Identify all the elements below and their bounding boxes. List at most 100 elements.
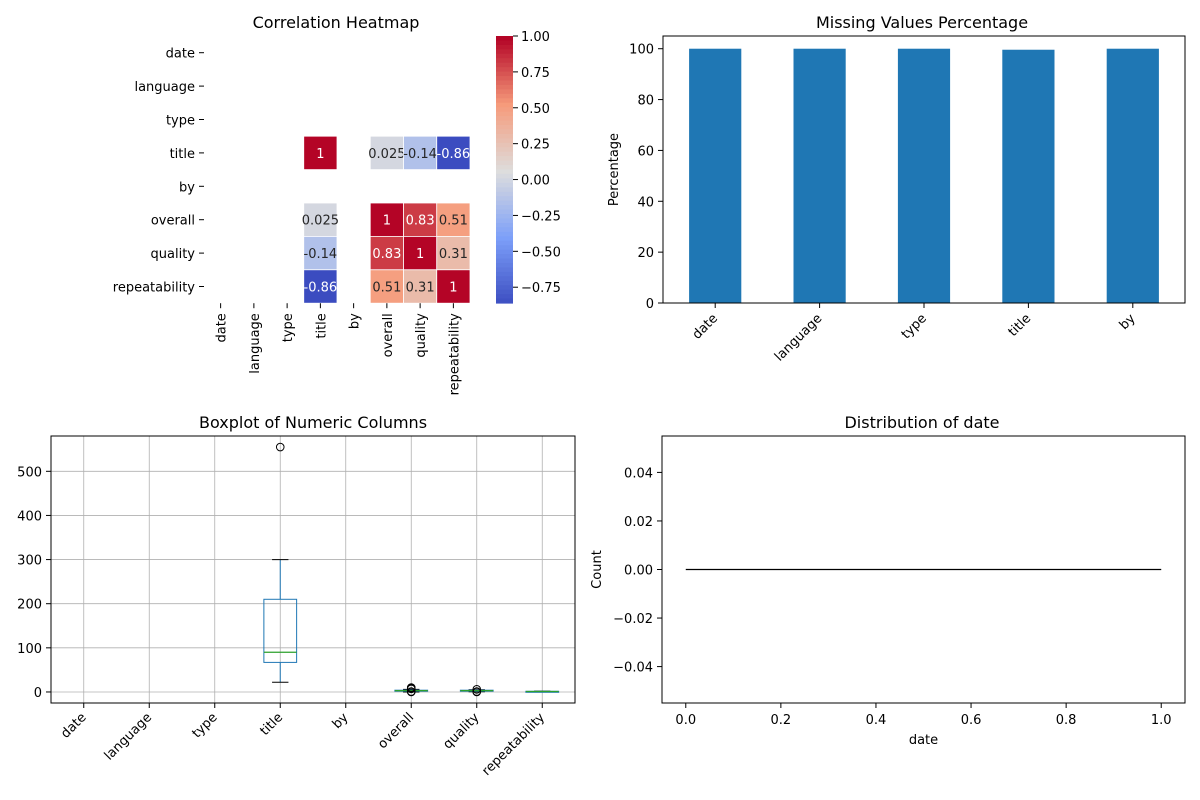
heatmap-cell <box>436 269 471 304</box>
heatmap-row-label: by <box>179 180 195 195</box>
distribution-x-label: 0.4 <box>866 713 887 728</box>
heatmap-cell-label: 0.31 <box>439 247 468 262</box>
distribution-frame <box>661 435 1186 704</box>
missing-values-bar <box>897 48 951 303</box>
missing-values-x-label: date <box>690 311 721 342</box>
distribution-title: Distribution of date <box>844 413 999 432</box>
heatmap-cell <box>436 202 471 237</box>
colorbar-segment <box>496 214 513 220</box>
boxplot-y-label: 200 <box>17 598 42 613</box>
boxplot-box <box>263 598 298 663</box>
boxplot-x-label: title <box>257 710 286 739</box>
distribution-y-label: −0.04 <box>613 661 653 676</box>
missing-values-bar <box>793 48 846 303</box>
heatmap-col-label: date <box>215 313 230 342</box>
boxplot-flier <box>472 685 482 694</box>
heatmap-cell-label: 0.51 <box>439 214 468 229</box>
heatmap-cells: 1 0.025-0.14 -0.860.025 1 0.83 0.51-0.14 0.83 1… <box>302 135 471 304</box>
heatmap-cell <box>369 269 404 304</box>
heatmap-cell-label: -0.14 <box>304 247 338 262</box>
distribution-y-label: 0.04 <box>624 466 653 481</box>
heatmap-col-label: repeatability <box>447 313 462 396</box>
missing-values-y-label: 80 <box>637 94 654 109</box>
missing-values-frame <box>662 35 1186 304</box>
colorbar-segment <box>496 182 513 188</box>
colorbar-segment <box>496 289 513 295</box>
heatmap-col-label: type <box>281 313 296 342</box>
heatmap-cell-label: -0.86 <box>437 147 471 162</box>
heatmap-row-label: date <box>166 47 195 62</box>
colorbar-segment <box>496 76 513 82</box>
missing-values-bar <box>1106 48 1159 303</box>
colorbar-segment <box>496 271 513 277</box>
boxplot-y-label: 400 <box>17 509 42 524</box>
colorbar-segment <box>496 231 513 237</box>
heatmap-cell <box>369 135 404 170</box>
colorbar-segment <box>496 36 513 42</box>
heatmap-cell <box>436 235 471 271</box>
colorbar-segment <box>496 222 513 228</box>
heatmap-cell <box>369 202 404 237</box>
heatmap-cell-label: 0.025 <box>368 147 405 162</box>
colorbar-segment <box>496 218 513 224</box>
colorbar-segment <box>496 58 513 64</box>
heatmap-cell <box>403 135 438 170</box>
colorbar-segment <box>496 249 513 255</box>
colorbar-tick-label: −0.50 <box>521 245 561 260</box>
colorbar-tick-label: −0.75 <box>521 281 561 296</box>
missing-values-bar <box>1002 49 1055 303</box>
colorbar-segment <box>496 178 513 184</box>
colorbar-segment <box>496 125 513 131</box>
colorbar-segment <box>496 89 513 95</box>
distribution-ylabel: Count <box>590 550 605 589</box>
heatmap-cell-label: 0.31 <box>406 281 435 296</box>
distribution-x-label: 0.0 <box>675 713 696 728</box>
colorbar-segment <box>496 258 513 264</box>
colorbar-segment <box>496 169 513 175</box>
heatmap-row-label: quality <box>151 247 196 262</box>
colorbar-segment <box>496 254 513 260</box>
boxplot-plot: 0 100 200 300 400 500 date language type title by o… <box>17 435 576 779</box>
distribution-y-label: 0.02 <box>624 515 653 530</box>
missing-values-title: Missing Values Percentage <box>816 13 1028 32</box>
distribution-x-label: 0.6 <box>961 713 982 728</box>
heatmap-col-label: title <box>314 313 329 338</box>
heatmap-cell <box>369 235 404 271</box>
missing-values-x-label: type <box>899 311 930 342</box>
missing-values-y-label: 20 <box>637 246 654 261</box>
heatmap-cell-label: 1 <box>316 147 324 162</box>
colorbar-tick-label: 0.50 <box>521 102 550 117</box>
colorbar-segment <box>496 40 513 46</box>
missing-values-y-label: 0 <box>646 297 654 312</box>
distribution-x-label: 0.2 <box>771 713 792 728</box>
heatmap-axes: date language type title by overall quality rep… <box>113 47 463 396</box>
heatmap-row-label: type <box>166 114 195 129</box>
colorbar-tick-label: 0.25 <box>521 138 550 153</box>
boxplot-x-label: quality <box>441 710 483 752</box>
distribution-plot: 0.0 0.2 0.4 0.6 0.8 1.0 0.04 0.02 0.00 −0.02 −0.04… <box>590 435 1186 748</box>
missing-values-y-label: 100 <box>629 43 654 58</box>
missing-values-ylabel: Percentage <box>607 133 622 206</box>
heatmap-col-label: by <box>348 313 363 329</box>
missing-values-x-label: title <box>1006 311 1035 340</box>
colorbar-segment <box>496 227 513 233</box>
boxplot-title: Boxplot of Numeric Columns <box>199 413 427 432</box>
heatmap-cell-label: 1 <box>383 214 391 229</box>
colorbar-segment <box>496 116 513 122</box>
colorbar-segment <box>496 98 513 104</box>
colorbar-segment <box>496 84 513 90</box>
colorbar-segment <box>496 173 513 179</box>
colorbar-segment <box>496 93 513 99</box>
colorbar-segment <box>496 102 513 108</box>
colorbar-segment <box>496 191 513 197</box>
colorbar-segment <box>496 133 513 139</box>
missing-values-panel: Missing Values Percentage date language ty… <box>607 13 1186 365</box>
missing-values-y-label: 60 <box>637 144 654 159</box>
heatmap-cell-label: -0.86 <box>304 281 338 296</box>
distribution-x-label: 1.0 <box>1151 713 1172 728</box>
colorbar-segment <box>496 62 513 68</box>
boxplot-frame <box>50 435 576 704</box>
boxplot-x-label: date <box>58 710 89 741</box>
colorbar-segment <box>496 187 513 193</box>
boxplot-flier <box>406 683 416 692</box>
